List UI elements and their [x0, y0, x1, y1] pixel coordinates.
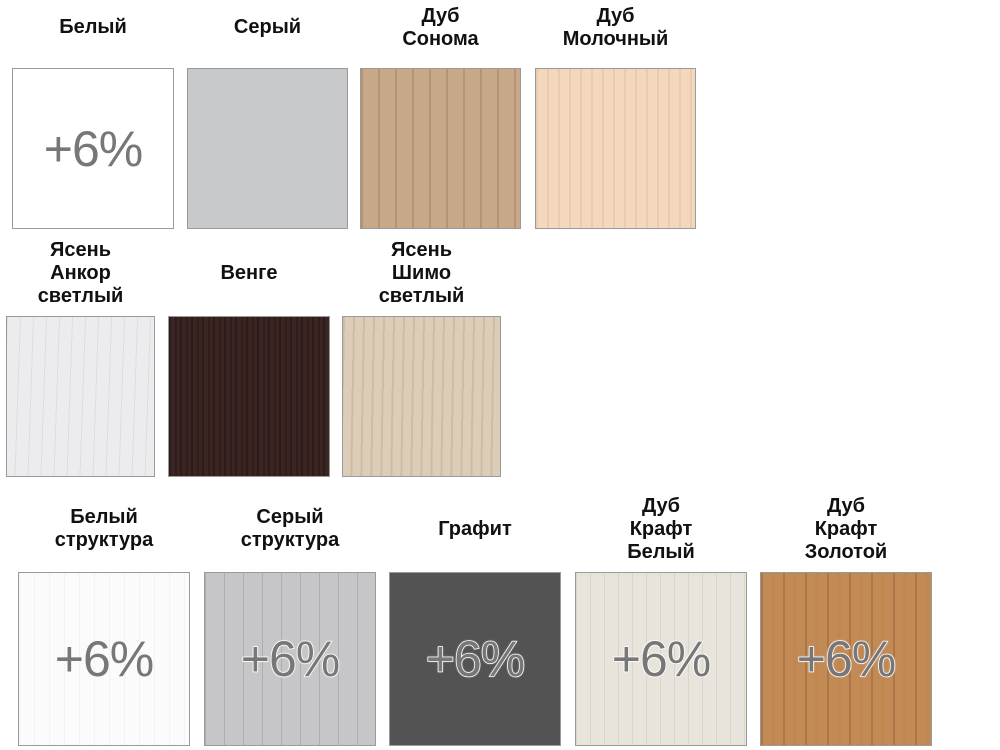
swatch-label-line: Серый: [233, 16, 302, 38]
swatch-label-line: Шимо: [391, 261, 452, 284]
swatch-label-line: светлый: [378, 284, 465, 307]
swatch-label-line: Графит: [438, 517, 512, 540]
swatch-label-line: Венге: [220, 261, 278, 284]
swatch-label-line: Анкор: [50, 261, 111, 284]
swatch-label-line: Дуб: [421, 4, 460, 27]
swatch-label-line: светлый: [37, 284, 124, 307]
swatch-label: Графит: [359, 495, 591, 563]
color-swatch: [187, 68, 348, 229]
swatch-label: Ясень Анкор светлый: [0, 238, 185, 308]
color-swatch: +6%: [12, 68, 174, 229]
swatch-label-line: Сонома: [402, 27, 479, 50]
color-swatch: +6%: [204, 572, 376, 746]
swatch-label: Серый: [157, 5, 378, 50]
surcharge-badge: +6%: [796, 630, 897, 688]
color-swatch: [342, 316, 501, 477]
color-swatch: [360, 68, 521, 229]
color-swatch: [6, 316, 155, 477]
surcharge-badge: +6%: [240, 630, 341, 688]
swatch-label: Серый структура: [174, 495, 406, 563]
color-swatch: [168, 316, 330, 477]
swatch-label-line: Белый: [70, 506, 138, 528]
color-swatch: [535, 68, 696, 229]
surcharge-badge: +6%: [425, 630, 526, 688]
swatch-label-line: Ясень: [50, 238, 111, 261]
swatch-label: Дуб Молочный: [505, 5, 726, 50]
swatch-label: Венге: [138, 238, 360, 308]
color-swatch: +6%: [575, 572, 747, 746]
swatch-label-line: Белый: [59, 16, 127, 38]
swatch-label-line: структура: [240, 529, 340, 551]
surcharge-badge: +6%: [43, 120, 143, 177]
swatch-label-line: Ясень: [391, 238, 452, 261]
color-swatch: +6%: [18, 572, 190, 746]
swatch-label: Белый: [0, 5, 204, 50]
swatch-label: Дуб Крафт Золотой: [730, 495, 962, 563]
swatch-label: Белый структура: [0, 495, 220, 563]
color-swatch: +6%: [760, 572, 932, 746]
swatch-label-line: Золотой: [804, 540, 888, 563]
swatch-label-line: Крафт: [814, 517, 878, 540]
swatch-label-line: Дуб: [642, 494, 680, 517]
surcharge-badge: +6%: [611, 630, 712, 688]
surcharge-badge: +6%: [54, 631, 154, 687]
swatch-label-line: Крафт: [629, 517, 693, 540]
swatch-label-line: структура: [54, 529, 154, 551]
swatch-label-line: Белый: [627, 540, 695, 563]
color-swatch: +6%: [389, 572, 561, 746]
swatch-label-line: Молочный: [562, 27, 669, 50]
swatch-label-line: Дуб: [596, 4, 635, 27]
swatch-label: Ясень Шимо светлый: [312, 238, 531, 308]
swatch-label: Дуб Крафт Белый: [545, 495, 777, 563]
swatch-label-line: Серый: [256, 506, 324, 528]
swatch-label-line: Дуб: [827, 494, 865, 517]
swatch-label: Дуб Сонома: [330, 5, 551, 50]
